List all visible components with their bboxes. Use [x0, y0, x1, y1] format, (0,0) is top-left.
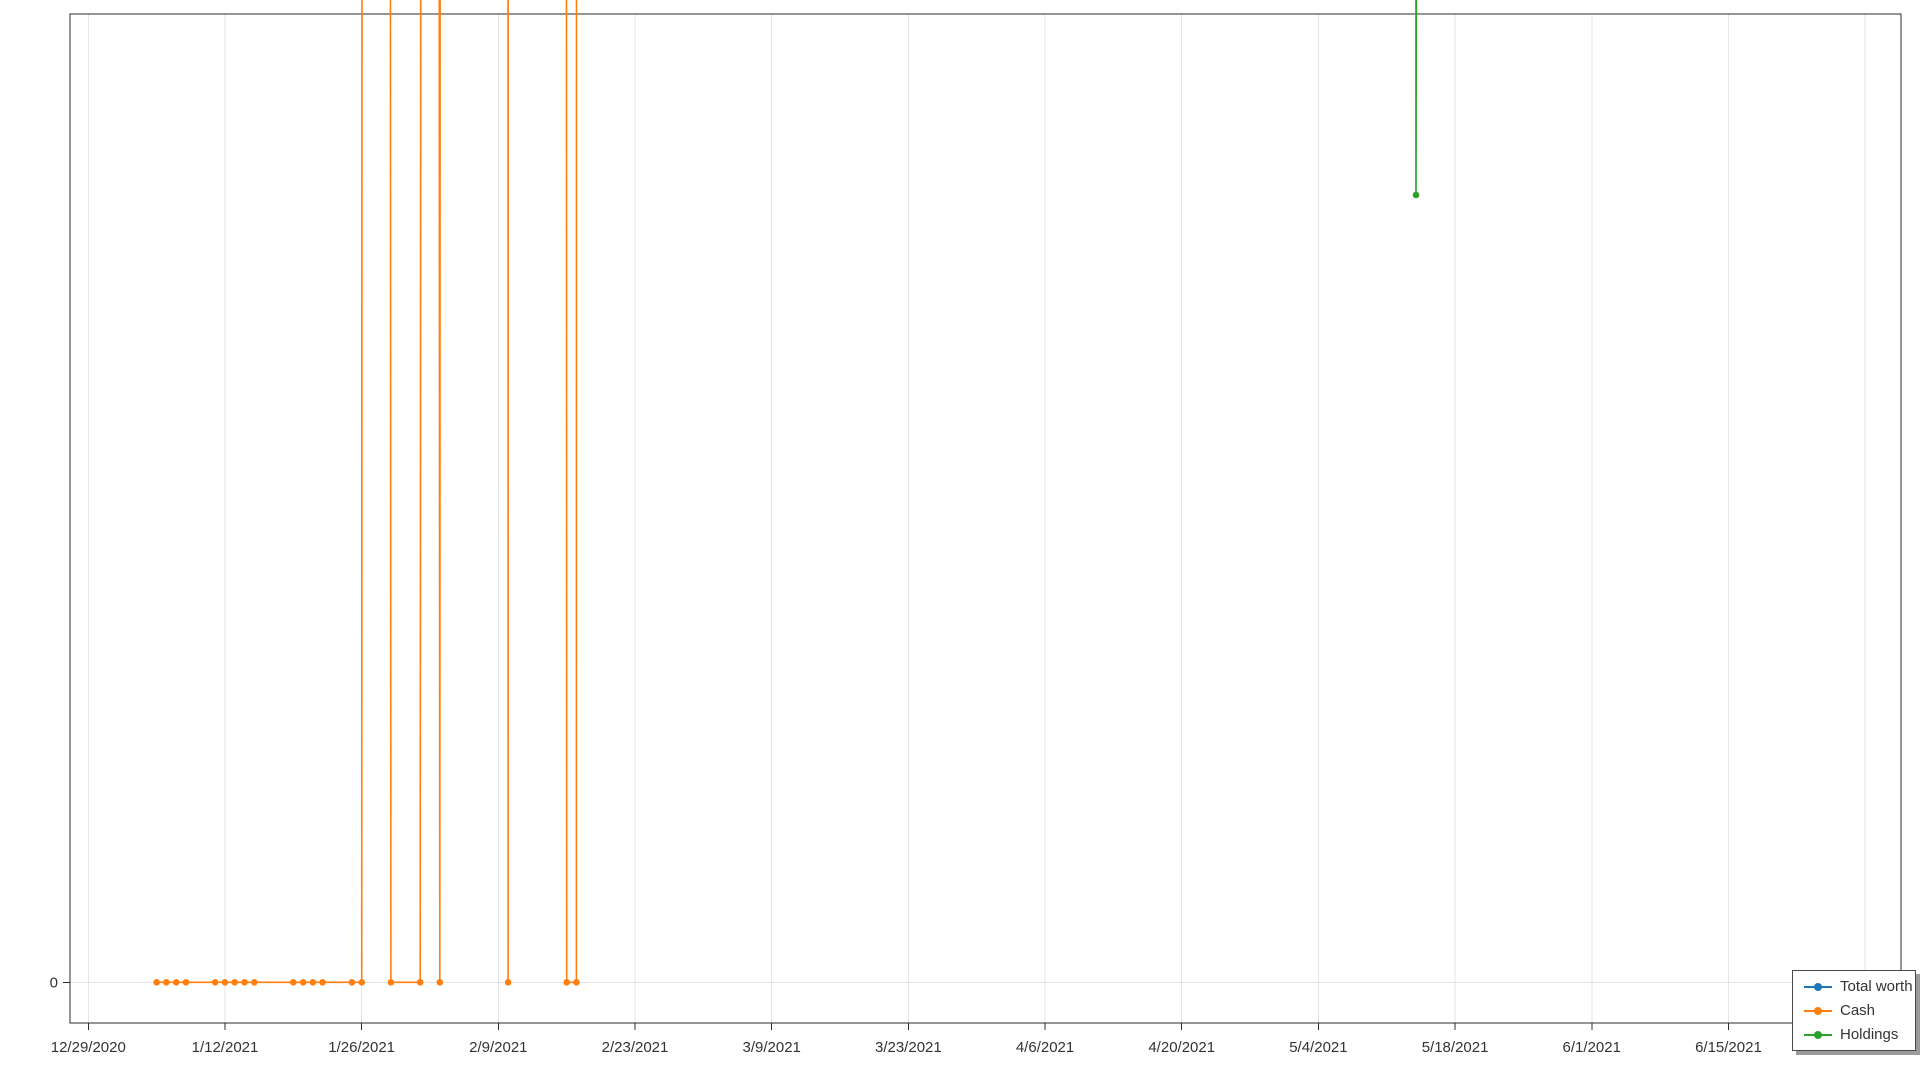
x-tick-label: 12/29/2020 [51, 1039, 126, 1056]
y-axis-tick-labels: 1,200,0001,150,0001,100,0001,050,0001,00… [50, 974, 58, 991]
gridlines [70, 14, 1901, 1023]
legend-item-cash: Cash [1803, 1003, 1905, 1018]
x-tick-label: 6/15/2021 [1695, 1039, 1762, 1056]
cash-line-marker-icon [1804, 1006, 1832, 1015]
x-tick-label: 5/4/2021 [1289, 1039, 1347, 1056]
legend-label-total-worth: Total worth [1840, 978, 1913, 995]
holdings-line-marker-icon [1804, 1030, 1832, 1039]
axis-ticks [63, 981, 1866, 1030]
x-tick-label: 6/1/2021 [1563, 1039, 1621, 1056]
x-tick-label: 1/12/2021 [192, 1039, 259, 1056]
legend-item-total-worth: Total worth [1803, 979, 1913, 994]
series-holdings [1412, 0, 1420, 199]
x-tick-label: 4/20/2021 [1148, 1039, 1215, 1056]
x-tick-label: 3/9/2021 [742, 1039, 800, 1056]
x-tick-label: 5/18/2021 [1422, 1039, 1489, 1056]
x-tick-label: 1/26/2021 [328, 1039, 395, 1056]
y-tick-label: 0 [50, 974, 58, 991]
x-tick-label: 2/23/2021 [602, 1039, 669, 1056]
plot-border [69, 13, 1902, 1024]
x-tick-label: 3/23/2021 [875, 1039, 942, 1056]
legend: Total worth Cash Holdings [1792, 970, 1916, 1051]
x-axis-tick-labels: 12/29/2020 1/12/2021 1/26/2021 2/9/2021 2/23… [51, 1039, 1899, 1056]
legend-label-cash: Cash [1840, 1002, 1876, 1019]
x-tick-label: 2/9/2021 [469, 1039, 527, 1056]
x-tick-label: 4/6/2021 [1016, 1039, 1074, 1056]
series-cash [153, 0, 580, 986]
legend-item-holdings: Holdings [1803, 1027, 1905, 1042]
legend-label-holdings: Holdings [1840, 1026, 1899, 1043]
total-worth-line-marker-icon [1804, 982, 1832, 991]
